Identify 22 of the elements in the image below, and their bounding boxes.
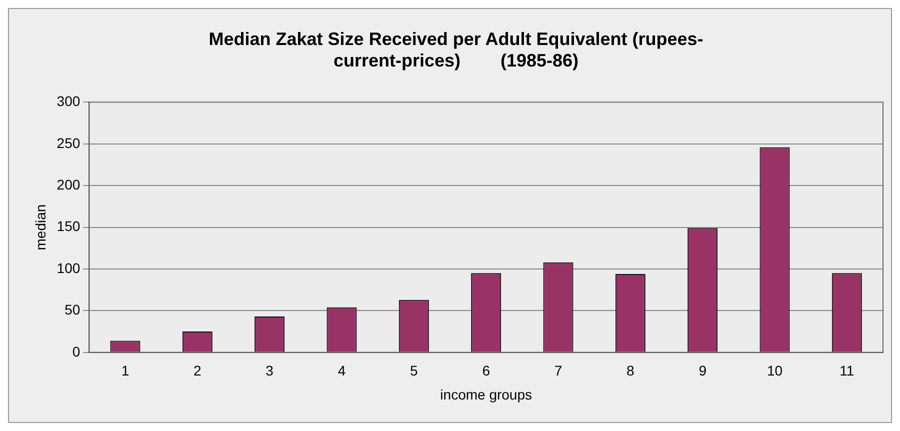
x-tick-label: 3 (266, 362, 274, 379)
x-tick-label: 8 (626, 362, 635, 379)
x-tick-label: 10 (766, 362, 783, 379)
y-tick-label: 200 (56, 176, 80, 192)
y-tick-label: 100 (56, 260, 80, 276)
y-tick-label: 0 (72, 343, 80, 360)
x-tick-label: 7 (554, 362, 562, 379)
y-tick-label: 50 (64, 302, 80, 318)
y-tick-label: 250 (56, 134, 80, 151)
text: Median Zakat Size Received per Adult Equivalent (rupees- (208, 28, 704, 49)
text: current-prices) (1985-86) (333, 50, 579, 70)
x-tick-label: 9 (698, 362, 707, 379)
x-tick-label: 2 (194, 362, 202, 379)
y-tick-label: 150 (56, 218, 80, 234)
x-tick-label: 6 (482, 362, 490, 379)
x-axis-title: income groups (440, 386, 532, 402)
y-axis-title: median (32, 204, 48, 250)
x-tick-label: 5 (410, 362, 418, 379)
x-tick-label: 4 (338, 362, 346, 379)
y-tick-label: 300 (56, 93, 80, 110)
x-tick-label: 1 (121, 362, 130, 379)
x-tick-label: 11 (840, 362, 854, 379)
